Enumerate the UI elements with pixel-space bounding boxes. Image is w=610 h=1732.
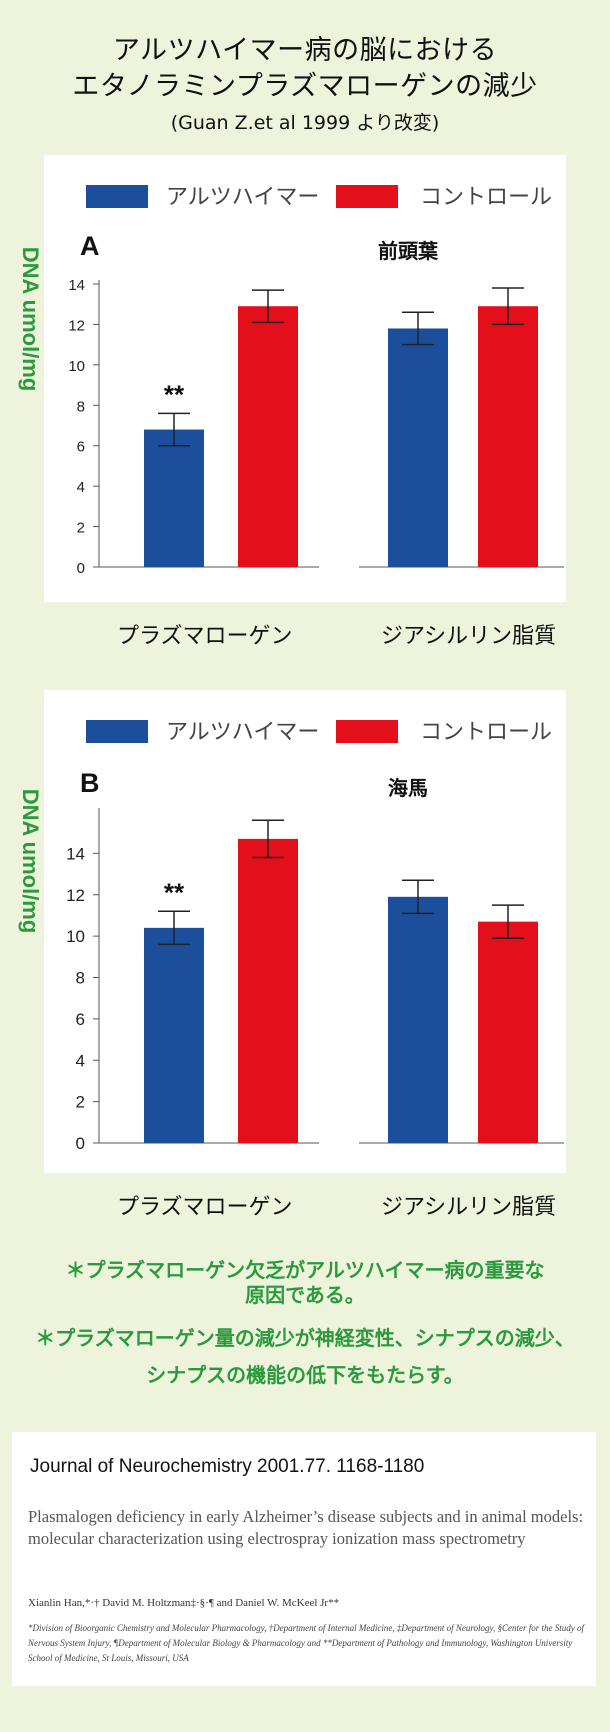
y-tick-label: 4 — [76, 1051, 85, 1070]
y-tick-label: 10 — [68, 358, 85, 375]
note-2-line2: シナプスの機能の低下をもたらす。 — [146, 1363, 464, 1387]
bar-chart-b: 0 2 4 6 8 10 12 14 ** — [66, 808, 564, 1153]
significance-label: ** — [164, 877, 185, 907]
reference-affiliations: *Division of Bioorganic Chemistry and Mo… — [28, 1623, 585, 1663]
note-1-line1: ＊プラズマローゲン欠乏がアルツハイマー病の重要な — [65, 1258, 545, 1282]
region-label: 前頭葉 — [378, 239, 438, 263]
bar — [238, 306, 298, 567]
reference-journal: Journal of Neurochemistry 2001.77. 1168-… — [30, 1456, 425, 1477]
reference-box: Journal of Neurochemistry 2001.77. 1168-… — [12, 1432, 596, 1686]
y-tick-label: 4 — [77, 479, 85, 496]
y-tick-label: 8 — [77, 398, 85, 415]
reference-authors: Xianlin Han,*·† David M. Holtzman‡·§·¶ a… — [28, 1597, 340, 1609]
y-tick-label: 14 — [66, 844, 85, 863]
bar — [144, 429, 204, 567]
category-label-plasmalogen: プラズマローゲン — [117, 624, 293, 649]
bar — [144, 927, 204, 1143]
category-label-plasmalogen: プラズマローゲン — [117, 1195, 293, 1220]
note-1-line2: 原因である。 — [245, 1283, 365, 1307]
bar — [478, 306, 538, 567]
legend-label-alz: アルツハイマー — [166, 185, 320, 210]
y-tick-label: 6 — [76, 1010, 85, 1029]
y-tick-label: 2 — [77, 520, 85, 537]
legend-swatch-control — [336, 720, 398, 743]
bar — [388, 896, 448, 1143]
page-title-line2: エタノラミンプラズマローゲンの減少 — [72, 71, 538, 102]
y-axis-title-a: DNA umol/mg — [18, 246, 43, 392]
reference-title: Plasmalogen deficiency in early Alzheime… — [28, 1507, 584, 1548]
y-tick-label: 8 — [76, 969, 85, 988]
panel-label: A — [80, 231, 100, 261]
region-label: 海馬 — [388, 776, 428, 800]
legend-label-alz: アルツハイマー — [166, 720, 320, 745]
y-tick-label: 14 — [68, 277, 85, 294]
legend-label-control: コントロール — [420, 185, 553, 210]
chart-panel-b: アルツハイマー コントロール B 海馬 0 2 4 6 8 10 12 14 ** プラズマロー… — [44, 690, 566, 1220]
note-2-line1: ＊プラズマローゲン量の減少が神経変性、シナプスの減少、 — [35, 1326, 575, 1350]
y-tick-label: 12 — [66, 886, 85, 905]
bar — [478, 921, 538, 1143]
y-tick-label: 2 — [76, 1093, 85, 1112]
chart-panel-a: アルツハイマー コントロール A 前頭葉 0 2 4 6 8 10 12 14 ** プラズマロ… — [44, 155, 566, 649]
legend-swatch-alz — [86, 720, 148, 743]
y-tick-label: 0 — [77, 560, 85, 577]
y-tick-label: 6 — [77, 439, 85, 456]
category-label-diacyl: ジアシルリン脂質 — [381, 624, 557, 649]
legend-label-control: コントロール — [420, 720, 553, 745]
panel-label: B — [80, 768, 100, 798]
significance-label: ** — [164, 379, 185, 409]
bar — [238, 838, 298, 1143]
chart-legend: アルツハイマー コントロール — [44, 173, 566, 213]
y-tick-label: 0 — [76, 1134, 85, 1153]
source-note: (Guan Z.et al 1999 より改変) — [170, 112, 440, 134]
category-label-diacyl: ジアシルリン脂質 — [381, 1195, 557, 1220]
bar — [388, 328, 448, 567]
legend-swatch-alz — [86, 185, 148, 208]
legend-swatch-control — [336, 185, 398, 208]
bar-chart-a: 0 2 4 6 8 10 12 14 ** — [68, 277, 564, 577]
y-tick-label: 12 — [68, 317, 85, 334]
page-title-line1: アルツハイマー病の脳における — [112, 35, 498, 66]
chart-legend: アルツハイマー コントロール — [44, 708, 566, 748]
y-axis-title-b: DNA umol/mg — [18, 788, 43, 934]
y-tick-label: 10 — [66, 927, 85, 946]
